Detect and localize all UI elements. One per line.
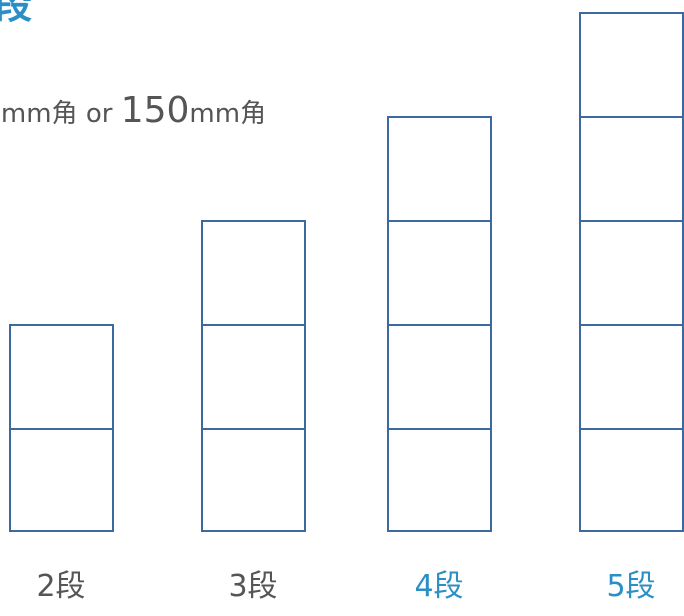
stack-2-levels bbox=[9, 324, 114, 532]
stack-box bbox=[201, 428, 306, 532]
stack-box bbox=[579, 12, 684, 118]
size-unit-1: mm角 bbox=[0, 99, 78, 129]
stack-box bbox=[579, 324, 684, 430]
stack-box bbox=[9, 428, 114, 532]
label-4-levels: 4段 bbox=[414, 569, 464, 604]
page-title: 段 bbox=[0, 0, 33, 27]
stack-box bbox=[201, 220, 306, 326]
stack-box bbox=[9, 324, 114, 430]
stack-box bbox=[579, 220, 684, 326]
size-conjunction: or bbox=[77, 99, 121, 129]
stack-box bbox=[387, 428, 492, 532]
label-5-levels: 5段 bbox=[606, 569, 656, 604]
stack-box bbox=[387, 220, 492, 326]
stack-box bbox=[201, 324, 306, 430]
size-options-text: 0mm角 or 150mm角 bbox=[0, 93, 266, 129]
label-3-levels: 3段 bbox=[228, 569, 278, 604]
stack-box bbox=[387, 324, 492, 430]
stack-3-levels bbox=[201, 220, 306, 532]
stack-box bbox=[387, 116, 492, 222]
stack-box bbox=[579, 116, 684, 222]
size-unit-2: mm角 bbox=[189, 99, 267, 129]
stack-5-levels bbox=[579, 12, 684, 532]
stack-box bbox=[579, 428, 684, 532]
stack-4-levels bbox=[387, 116, 492, 532]
size-value-1: 0 bbox=[0, 90, 1, 131]
label-2-levels: 2段 bbox=[36, 569, 86, 604]
size-value-2: 150 bbox=[120, 90, 190, 131]
